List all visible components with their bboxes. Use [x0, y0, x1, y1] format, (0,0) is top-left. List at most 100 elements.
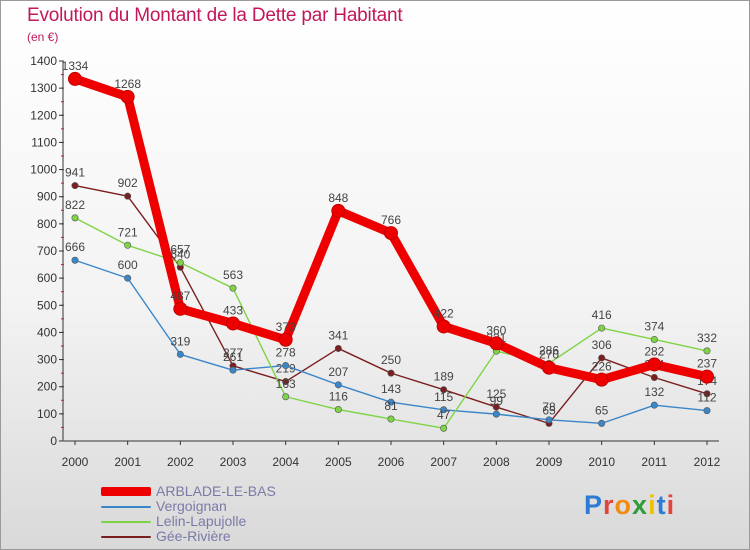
logo-letter: t: [656, 490, 667, 520]
data-label: 163: [276, 377, 296, 391]
y-tick-label: 1100: [31, 135, 57, 149]
data-point: [650, 335, 658, 343]
chart-unit: (en €): [27, 30, 59, 44]
x-tick-label: 2004: [272, 455, 299, 469]
y-tick-label: 100: [37, 407, 57, 421]
data-label: 261: [223, 350, 243, 364]
data-point: [282, 393, 290, 401]
data-point: [492, 410, 500, 418]
data-point: [71, 182, 79, 190]
chart-legend: ARBLADE-LE-BAS Vergoignan Lelin-Lapujolle G…: [101, 484, 276, 544]
legend-item: ARBLADE-LE-BAS: [101, 484, 276, 499]
x-tick-label: 2002: [167, 455, 194, 469]
x-tick-label: 2009: [536, 455, 563, 469]
legend-swatch: [101, 535, 151, 538]
data-point: [176, 259, 184, 267]
data-point: [703, 407, 711, 415]
data-point: [440, 386, 448, 394]
data-point: [334, 381, 342, 389]
data-point: [334, 406, 342, 414]
data-label: 286: [539, 343, 559, 357]
y-tick-label: 1200: [30, 108, 57, 122]
data-label: 278: [276, 346, 296, 360]
y-tick-label: 700: [37, 244, 57, 258]
data-label: 132: [644, 385, 664, 399]
chart-title: Evolution du Montant de la Dette par Hab…: [27, 5, 403, 26]
y-tick-label: 600: [37, 271, 57, 285]
data-point: [387, 398, 395, 406]
data-point: [436, 319, 451, 334]
legend-item: Lelin-Lapujolle: [101, 514, 276, 529]
data-label: 487: [170, 289, 190, 303]
data-point: [282, 362, 290, 370]
y-tick-label: 1300: [30, 81, 57, 95]
line-chart: 0 100 200 300 400 500 600 700 800 900 1000 1100 1200…: [30, 54, 720, 469]
data-point: [124, 241, 132, 249]
data-label: 563: [223, 268, 243, 282]
data-label: 116: [329, 390, 348, 404]
y-tick-label: 200: [37, 380, 57, 394]
data-point: [176, 350, 184, 358]
data-label: 112: [697, 391, 716, 405]
data-point: [282, 378, 290, 386]
y-tick-label: 300: [37, 353, 57, 367]
data-point: [226, 316, 240, 331]
legend-label: Lelin-Lapujolle: [156, 513, 247, 529]
data-label: 78: [542, 400, 556, 414]
data-point: [229, 366, 237, 374]
y-tick-label: 800: [37, 217, 57, 231]
data-label: 81: [384, 399, 398, 413]
logo-letter: P: [584, 490, 604, 520]
data-label: 47: [437, 408, 451, 422]
data-label: 657: [170, 243, 190, 257]
data-point: [387, 369, 395, 377]
data-point: [594, 372, 609, 387]
data-label: 250: [381, 353, 401, 367]
data-point: [598, 324, 606, 332]
y-tick-label: 1000: [30, 163, 57, 177]
data-label: 143: [381, 382, 401, 396]
data-label: 416: [592, 308, 612, 322]
data-label: 115: [434, 390, 453, 404]
data-point: [229, 284, 237, 292]
data-point: [124, 192, 132, 200]
data-point: [68, 71, 82, 86]
data-label: 270: [539, 348, 559, 362]
logo-letter: o: [614, 490, 633, 520]
data-point: [71, 214, 79, 222]
logo-letter: x: [632, 490, 649, 520]
data-label: 319: [170, 334, 190, 348]
data-point: [440, 406, 448, 414]
legend-swatch: [101, 505, 151, 508]
data-point: [331, 203, 346, 218]
data-label: 422: [434, 306, 454, 320]
x-tick-label: 2007: [430, 455, 457, 469]
y-tick-label: 1400: [30, 54, 57, 68]
x-tick-label: 2011: [641, 455, 667, 469]
data-label: 373: [276, 320, 296, 334]
data-point: [542, 360, 556, 375]
y-tick-label: 500: [37, 298, 57, 312]
data-label: 666: [65, 240, 85, 254]
data-label: 902: [118, 176, 138, 190]
data-point: [384, 226, 398, 241]
legend-label: Vergoignan: [156, 498, 227, 514]
y-tick-label: 400: [37, 325, 57, 339]
data-point: [650, 401, 658, 409]
data-label: 433: [223, 303, 243, 317]
data-point: [703, 347, 711, 355]
y-tick-label: 0: [50, 434, 57, 448]
x-tick-label: 2010: [588, 455, 615, 469]
data-point: [700, 369, 714, 384]
logo-letter: r: [603, 490, 615, 520]
data-point: [173, 301, 188, 316]
data-point: [278, 332, 293, 347]
x-tick-label: 2001: [114, 455, 141, 469]
x-tick-label: 2005: [325, 455, 352, 469]
data-label: 99: [490, 394, 504, 408]
data-label: 848: [328, 191, 348, 205]
data-label: 1268: [114, 77, 141, 91]
data-point: [492, 403, 500, 411]
legend-swatch: [101, 487, 151, 496]
data-label: 207: [328, 365, 348, 379]
